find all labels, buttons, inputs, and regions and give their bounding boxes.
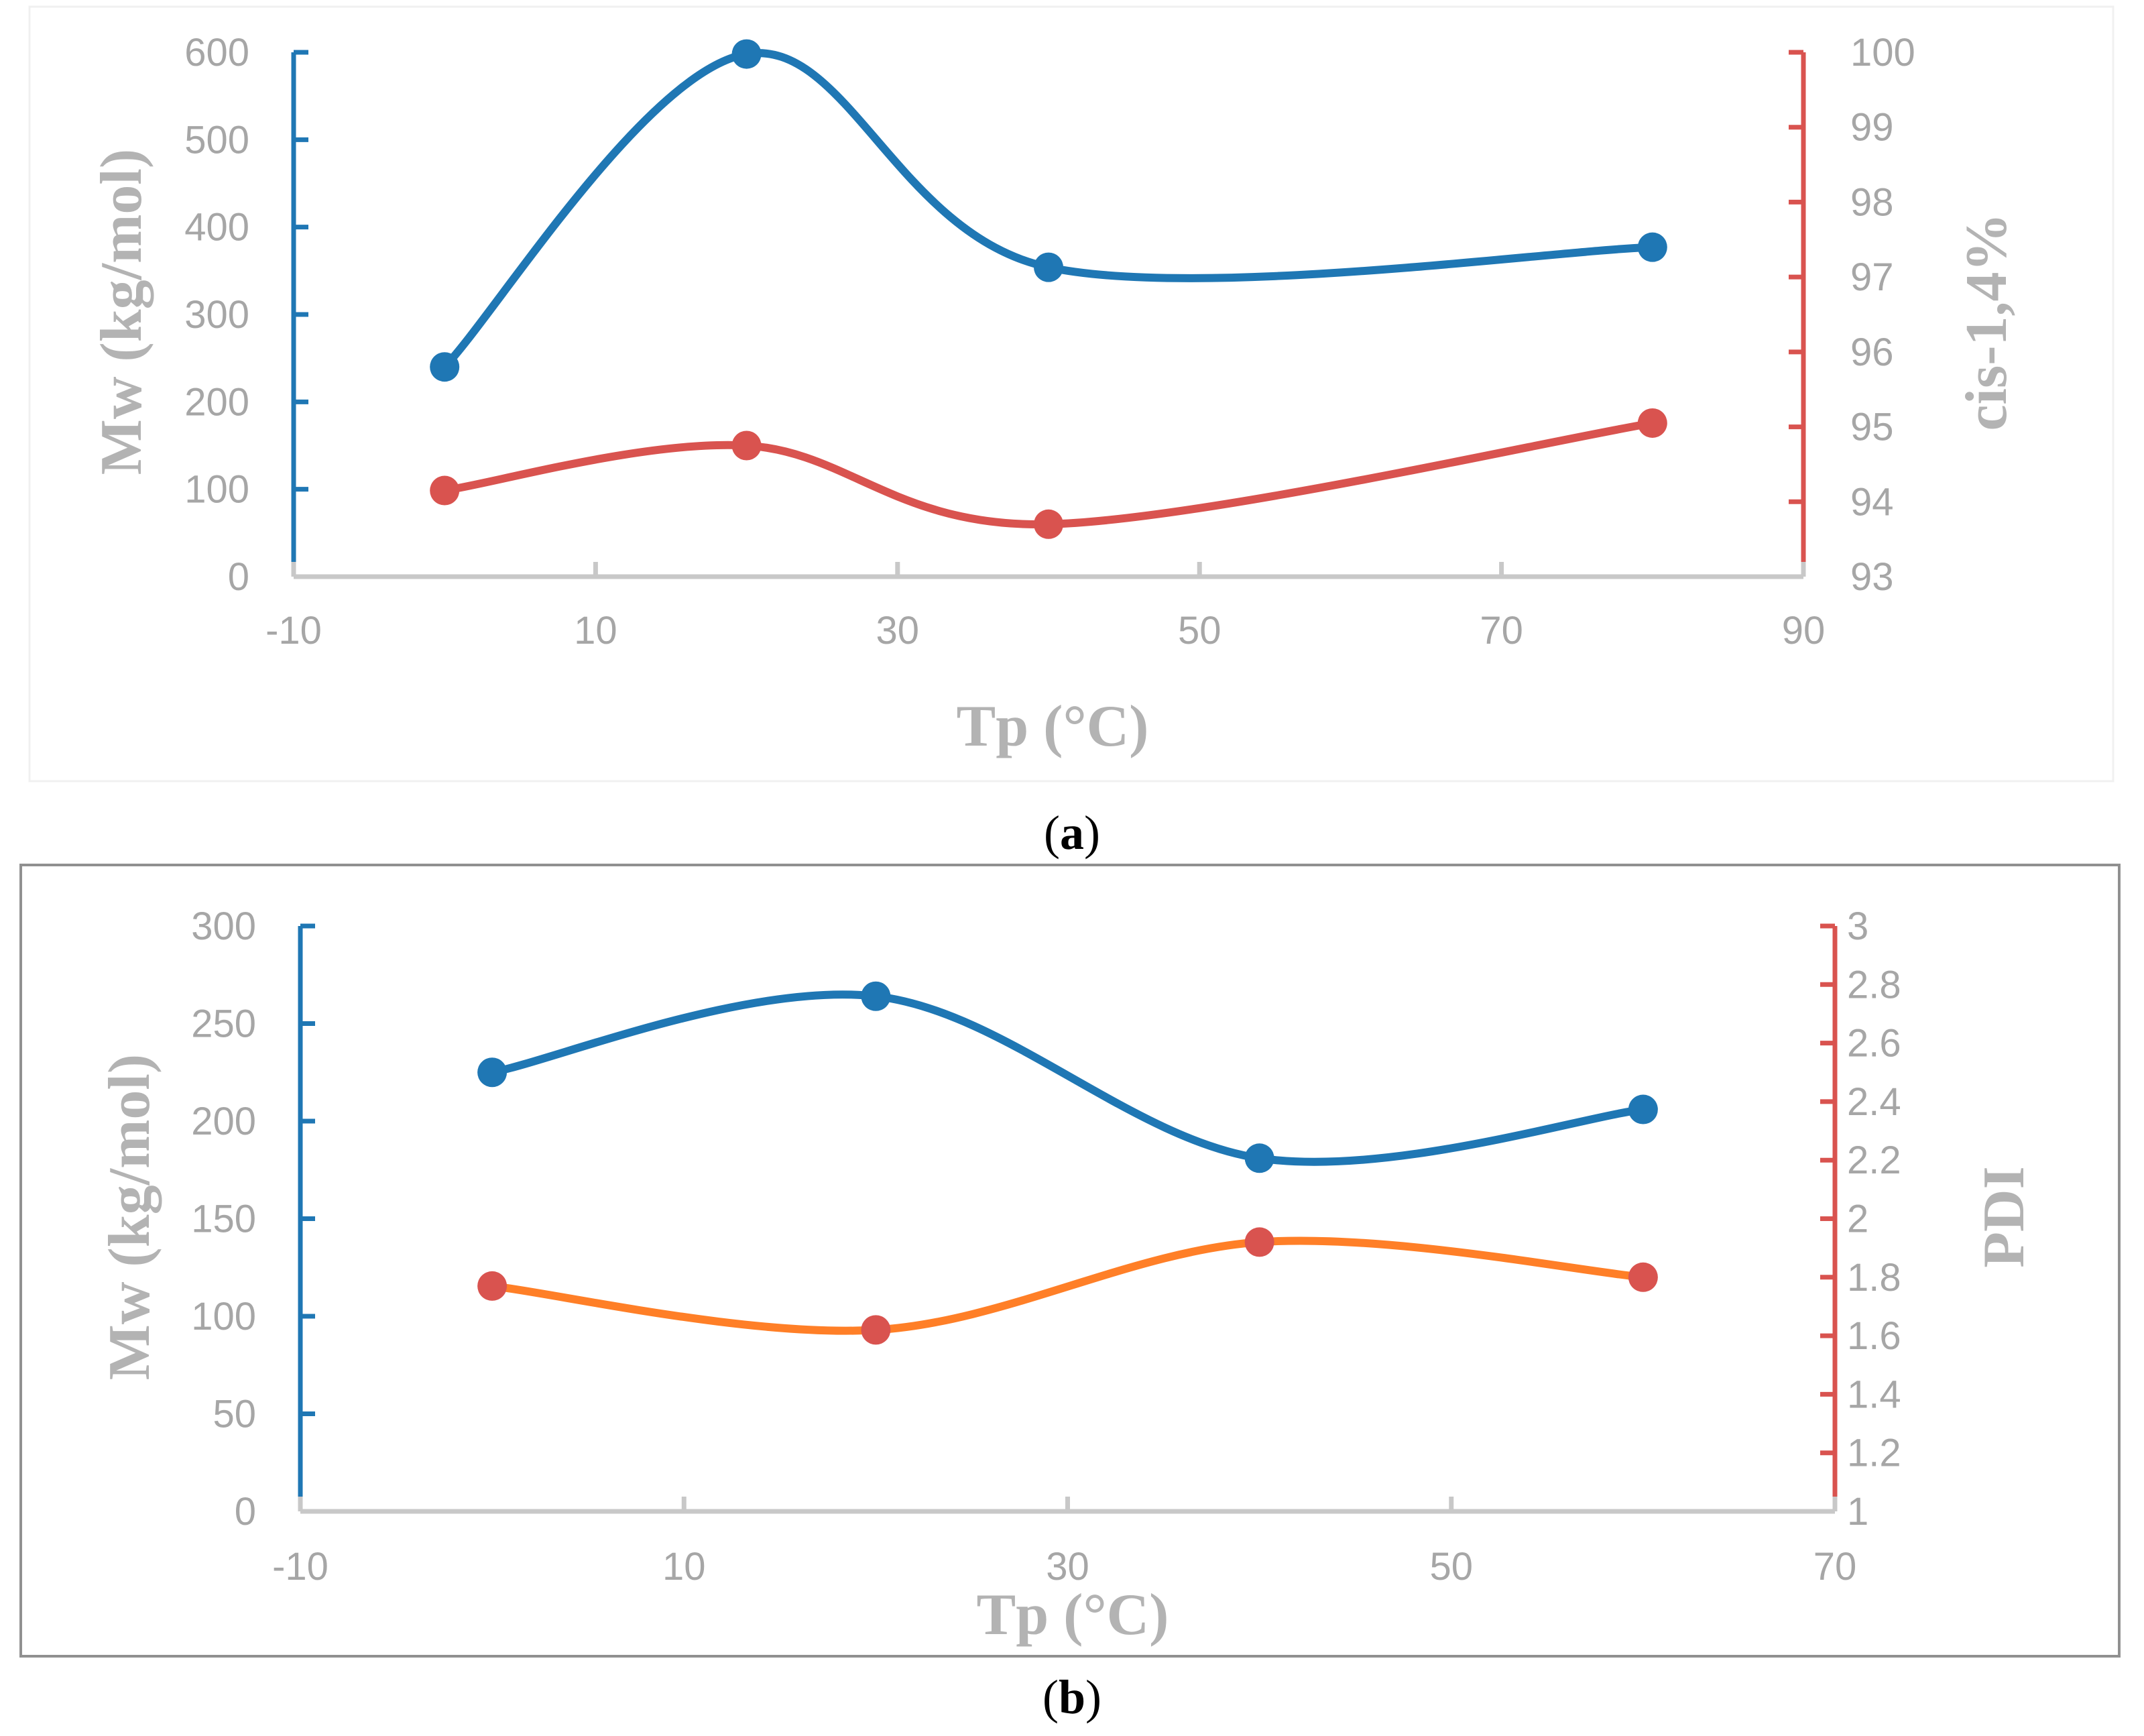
panel-a-right-tick-label: 97 xyxy=(1850,255,1894,299)
panel-a-left-tick-label: 200 xyxy=(184,380,249,424)
panel-a-x-tick-label: 90 xyxy=(1782,609,1826,652)
panel-b-x-tick-label: 30 xyxy=(1046,1545,1089,1588)
panel-a-right-tick-label: 94 xyxy=(1850,480,1894,524)
panel-a-x-tick-label: 30 xyxy=(876,609,920,652)
panel-b-data-point-mw xyxy=(477,1057,508,1088)
panel-a-points xyxy=(430,39,1667,539)
panel-b-left-tick-label: 250 xyxy=(191,1002,256,1046)
caption-a-close: ) xyxy=(1084,806,1100,860)
panel-a-right-tick-label: 99 xyxy=(1850,106,1894,150)
panel-b-right-tick-label: 2.8 xyxy=(1847,963,1901,1006)
panel-b-left-tick-label: 0 xyxy=(235,1490,256,1534)
panel-b-right-tick-label: 1.4 xyxy=(1847,1373,1901,1416)
panel-a-right-axis-label: cis-1,4% xyxy=(1954,213,2019,430)
panel-b-data-point-mw xyxy=(1628,1094,1658,1124)
panel-b-frame xyxy=(19,864,2121,1658)
panel-b-left-axis-label: Mw (kg/mol) xyxy=(97,1054,162,1380)
caption-b-open: ( xyxy=(1043,1670,1059,1724)
panel-b-right-tick-label: 2 xyxy=(1847,1198,1868,1241)
panel-a-x-tick-label: 70 xyxy=(1480,609,1523,652)
panel-a-frame xyxy=(28,5,2115,783)
panel-b-left-ticks: 0 50 100 150 200 250 300 xyxy=(191,905,315,1534)
panel-b-data-point-pdi xyxy=(477,1271,508,1301)
panel-a-x-tick-label: 50 xyxy=(1178,609,1222,652)
panel-a-left-tick-label: 300 xyxy=(184,293,249,337)
panel-a-data-point-mw xyxy=(731,39,762,69)
panel-a-x-tick-label: 10 xyxy=(574,609,617,652)
caption-a-letter: a xyxy=(1060,806,1084,860)
chart-panel-a: 0 100 200 300 400 500 600 93 94 95 96 97 98 99 100 -1… xyxy=(28,5,2115,783)
panel-a-x-axis-label: Tp (°C) xyxy=(957,694,1149,759)
panel-b-x-tick-label: -10 xyxy=(272,1545,329,1588)
panel-a-left-tick-label: 600 xyxy=(184,31,249,74)
panel-a-right-tick-label: 95 xyxy=(1850,406,1894,449)
panel-a-left-axis-label: Mw (kg/mol) xyxy=(89,149,154,475)
panel-a-lines xyxy=(440,49,1657,528)
panel-b-x-ticks: -10 10 30 50 70 xyxy=(272,1497,1856,1588)
panel-a-right-tick-label: 98 xyxy=(1850,180,1894,224)
panel-b-x-tick-label: 50 xyxy=(1429,1545,1473,1588)
panel-b-lines xyxy=(488,990,1647,1335)
panel-a-left-tick-label: 100 xyxy=(184,468,249,512)
panel-b-left-tick-label: 200 xyxy=(191,1100,256,1143)
panel-a-left-tick-label: 0 xyxy=(228,555,249,599)
panel-a-data-point-cis-1-4 xyxy=(430,475,460,506)
panel-b-data-point-pdi xyxy=(1244,1227,1274,1257)
chart-panel-b: 0 50 100 150 200 250 300 1 1.2 1.4 1.6 1.8 2 2.2 2.4 2… xyxy=(19,864,2121,1658)
panel-a-series-line-mw xyxy=(440,49,1657,371)
panel-b-right-tick-label: 2.6 xyxy=(1847,1022,1901,1065)
panel-b-x-axis-label: Tp (°C) xyxy=(977,1582,1169,1647)
caption-b-letter: b xyxy=(1059,1670,1085,1724)
panel-a-data-point-cis-1-4 xyxy=(1034,509,1063,539)
caption-b-close: ) xyxy=(1085,1670,1101,1724)
panel-b-points xyxy=(477,981,1658,1345)
panel-b-left-tick-label: 100 xyxy=(191,1295,256,1338)
panel-b-data-point-mw xyxy=(1244,1143,1274,1173)
panel-b-x-tick-label: 10 xyxy=(662,1545,706,1588)
panel-a-series-line-cis-1-4 xyxy=(440,419,1657,528)
panel-a-left-ticks: 0 100 200 300 400 500 600 xyxy=(184,31,308,599)
panel-b-data-point-pdi xyxy=(861,1315,891,1345)
panel-a-left-tick-label: 500 xyxy=(184,118,249,162)
panel-b-left-tick-label: 50 xyxy=(213,1393,256,1436)
panel-b-right-axis-label: PDI xyxy=(1972,1166,2037,1268)
panel-b-right-tick-label: 1.6 xyxy=(1847,1314,1901,1358)
panel-a-data-point-cis-1-4 xyxy=(731,430,762,461)
caption-a-open: ( xyxy=(1044,806,1060,860)
panel-b-left-tick-label: 300 xyxy=(191,905,256,948)
caption-a: (a) xyxy=(1044,806,1100,860)
panel-a-data-point-mw xyxy=(1034,252,1063,282)
panel-b-left-tick-label: 150 xyxy=(191,1198,256,1241)
panel-b-data-point-mw xyxy=(861,981,891,1011)
panel-b-right-tick-label: 3 xyxy=(1847,905,1868,948)
panel-b-x-tick-label: 70 xyxy=(1813,1545,1857,1588)
panel-b-right-tick-label: 1.8 xyxy=(1847,1256,1901,1299)
panel-b-series-line-pdi xyxy=(488,1236,1647,1335)
caption-b: (b) xyxy=(1043,1670,1101,1724)
panel-a-left-tick-label: 400 xyxy=(184,206,249,249)
panel-a-x-tick-label: -10 xyxy=(265,609,322,652)
panel-b-data-point-pdi xyxy=(1628,1262,1658,1292)
panel-b-right-ticks: 1 1.2 1.4 1.6 1.8 2 2.2 2.4 2.6 2.8 3 xyxy=(1820,905,1901,1534)
panel-b-right-tick-label: 1.2 xyxy=(1847,1432,1901,1475)
panel-a-right-tick-label: 93 xyxy=(1850,555,1894,599)
panel-a-data-point-mw xyxy=(1637,232,1667,262)
panel-b-right-tick-label: 2.4 xyxy=(1847,1080,1901,1124)
panel-a-x-ticks: -10 10 30 50 70 90 xyxy=(265,562,1825,652)
panel-b-right-tick-label: 1 xyxy=(1847,1490,1868,1534)
panel-b-series-line-mw xyxy=(488,990,1647,1166)
panel-a-right-tick-label: 96 xyxy=(1850,331,1894,374)
panel-b-right-tick-label: 2.2 xyxy=(1847,1139,1901,1182)
panel-a-data-point-mw xyxy=(430,352,460,382)
panel-a-right-ticks: 93 94 95 96 97 98 99 100 xyxy=(1789,31,1915,599)
panel-a-data-point-cis-1-4 xyxy=(1637,408,1667,438)
panel-a-right-tick-label: 100 xyxy=(1850,31,1915,74)
